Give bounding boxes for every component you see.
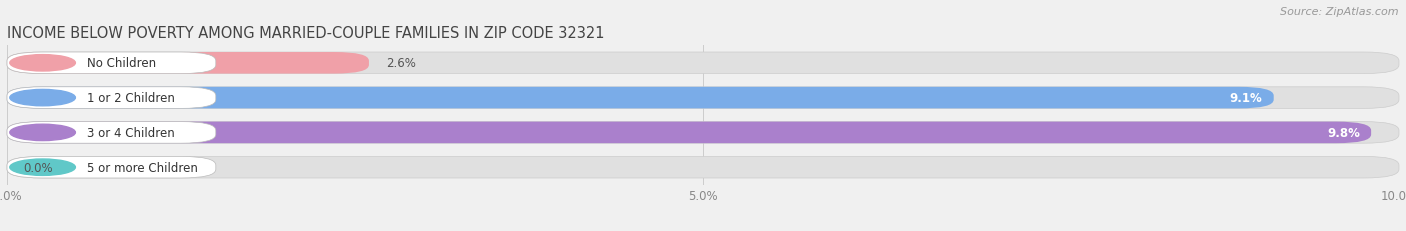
FancyBboxPatch shape xyxy=(7,53,368,74)
FancyBboxPatch shape xyxy=(7,157,1399,178)
Text: 1 or 2 Children: 1 or 2 Children xyxy=(87,92,174,105)
Text: 3 or 4 Children: 3 or 4 Children xyxy=(87,126,174,139)
FancyBboxPatch shape xyxy=(7,157,217,178)
Text: No Children: No Children xyxy=(87,57,156,70)
FancyBboxPatch shape xyxy=(7,87,1274,109)
Text: 2.6%: 2.6% xyxy=(385,57,416,70)
FancyBboxPatch shape xyxy=(7,53,1399,74)
FancyBboxPatch shape xyxy=(7,87,1399,109)
Circle shape xyxy=(10,55,76,72)
Text: Source: ZipAtlas.com: Source: ZipAtlas.com xyxy=(1281,7,1399,17)
Text: 0.0%: 0.0% xyxy=(24,161,53,174)
Text: INCOME BELOW POVERTY AMONG MARRIED-COUPLE FAMILIES IN ZIP CODE 32321: INCOME BELOW POVERTY AMONG MARRIED-COUPL… xyxy=(7,26,605,41)
Text: 9.8%: 9.8% xyxy=(1327,126,1360,139)
FancyBboxPatch shape xyxy=(7,53,217,74)
Text: 9.1%: 9.1% xyxy=(1230,92,1263,105)
FancyBboxPatch shape xyxy=(7,122,217,143)
Text: 5 or more Children: 5 or more Children xyxy=(87,161,197,174)
FancyBboxPatch shape xyxy=(7,122,1371,143)
Circle shape xyxy=(10,90,76,106)
FancyBboxPatch shape xyxy=(7,87,217,109)
FancyBboxPatch shape xyxy=(7,122,1399,143)
Circle shape xyxy=(10,159,76,176)
Circle shape xyxy=(10,125,76,141)
